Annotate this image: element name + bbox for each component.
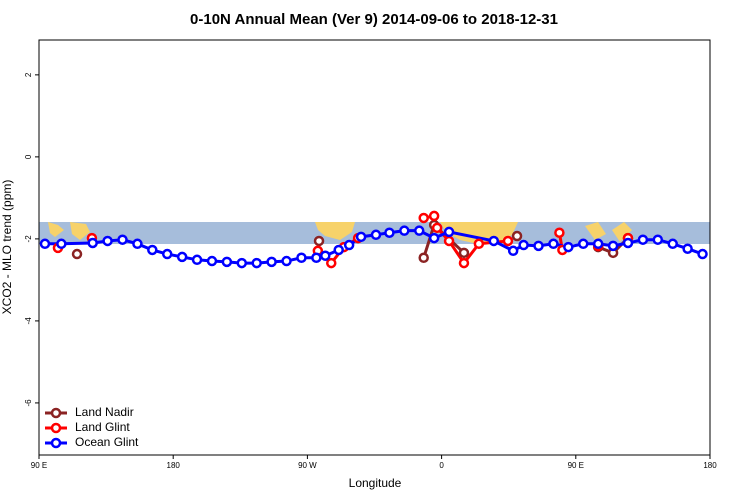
- point: [320, 250, 331, 261]
- point: [326, 257, 337, 269]
- point: [458, 257, 470, 269]
- y-tick-label: 2: [24, 72, 33, 77]
- point: [147, 244, 158, 256]
- point: [87, 237, 98, 249]
- point: [682, 243, 693, 254]
- point: [281, 255, 292, 267]
- point: [607, 240, 619, 252]
- point: [622, 237, 634, 249]
- point: [473, 238, 485, 250]
- chart-title: 0-10N Annual Mean (Ver 9) 2014-09-06 to …: [190, 11, 558, 28]
- point: [206, 255, 218, 267]
- y-tick-label: -2: [24, 235, 33, 243]
- point: [370, 229, 382, 241]
- point: [458, 247, 470, 259]
- point: [428, 232, 440, 244]
- legend-label: Land Nadir: [75, 405, 134, 419]
- y-tick-label: -4: [24, 317, 33, 325]
- point: [236, 257, 248, 269]
- point: [102, 235, 113, 247]
- point: [428, 210, 440, 222]
- point: [176, 251, 188, 263]
- legend-label: Land Glint: [75, 420, 130, 434]
- point: [511, 230, 523, 242]
- legend-marker: [50, 422, 62, 434]
- point: [399, 225, 410, 236]
- point: [443, 235, 455, 247]
- legend-marker: [50, 437, 62, 449]
- x-tick-label: 180: [167, 461, 181, 470]
- point: [221, 256, 233, 268]
- point: [548, 238, 559, 250]
- x-tick-label: 90 E: [31, 461, 47, 470]
- y-axis-label: XCO2 - MLO trend (ppm): [0, 180, 14, 315]
- point: [578, 238, 589, 250]
- point: [39, 238, 51, 250]
- legend-label: Ocean Glint: [75, 435, 139, 449]
- point: [418, 252, 429, 264]
- point: [161, 248, 173, 260]
- x-tick-label: 90 E: [568, 461, 584, 470]
- point: [296, 252, 307, 264]
- point: [266, 256, 277, 268]
- y-tick-label: -6: [24, 399, 33, 407]
- x-axis-label: Longitude: [349, 476, 402, 490]
- point: [413, 225, 425, 236]
- point: [343, 239, 355, 251]
- land: [48, 222, 90, 240]
- point: [637, 234, 649, 245]
- point: [488, 235, 500, 247]
- point: [563, 241, 574, 253]
- point: [71, 248, 83, 260]
- point: [191, 254, 203, 266]
- point: [652, 234, 664, 245]
- land: [440, 222, 518, 244]
- point: [418, 212, 429, 224]
- x-tick-label: 180: [703, 461, 717, 470]
- y-tick-label: 0: [24, 154, 33, 159]
- plot-frame: [38, 39, 711, 456]
- point: [518, 239, 529, 251]
- point: [502, 235, 514, 247]
- point: [592, 238, 604, 250]
- point: [697, 248, 708, 260]
- point: [333, 244, 344, 256]
- point: [507, 245, 519, 257]
- point: [56, 238, 67, 250]
- point: [117, 234, 128, 245]
- x-tick-label: 90 W: [298, 461, 317, 470]
- point: [311, 252, 322, 264]
- x-tick-label: 0: [439, 461, 444, 470]
- legend-marker: [50, 407, 62, 419]
- point: [667, 238, 678, 250]
- land: [315, 222, 355, 240]
- point: [355, 231, 367, 243]
- land: [585, 222, 632, 242]
- point: [251, 257, 262, 269]
- point: [313, 235, 325, 247]
- point: [533, 240, 544, 252]
- point: [443, 226, 455, 238]
- point: [384, 227, 395, 238]
- point: [431, 222, 443, 234]
- point: [554, 227, 565, 238]
- point: [132, 238, 143, 250]
